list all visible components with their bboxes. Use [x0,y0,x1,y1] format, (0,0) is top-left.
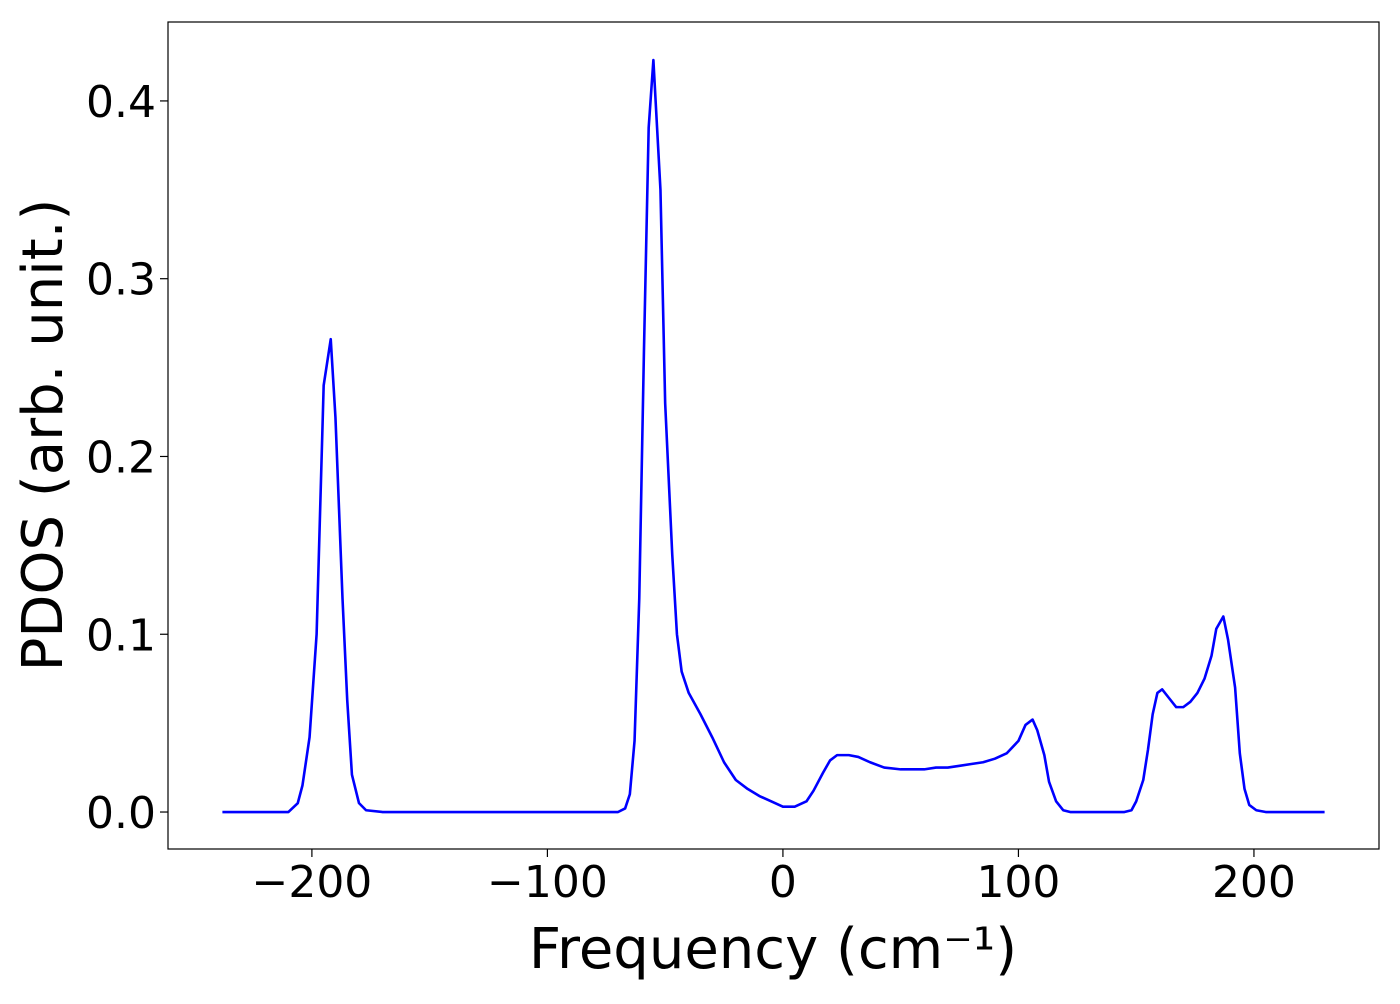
x-axis-label: Frequency (cm⁻¹) [529,917,1017,982]
y-tick-label: 0.4 [86,77,156,128]
y-tick-label: 0.2 [86,432,156,483]
y-axis-label: PDOS (arb. unit.) [11,199,76,672]
x-tick-label: 200 [1212,857,1296,908]
data-line [222,58,1325,814]
y-tick-label: 0.1 [86,610,156,661]
y-tick-label: 0.0 [86,788,156,839]
x-tick-label: 0 [769,857,797,908]
x-tick-label: −100 [487,857,608,908]
y-tick-label: 0.3 [86,255,156,306]
plot-frame [167,21,1380,850]
x-tick-label: 100 [976,857,1060,908]
x-tick-label: −200 [251,857,372,908]
